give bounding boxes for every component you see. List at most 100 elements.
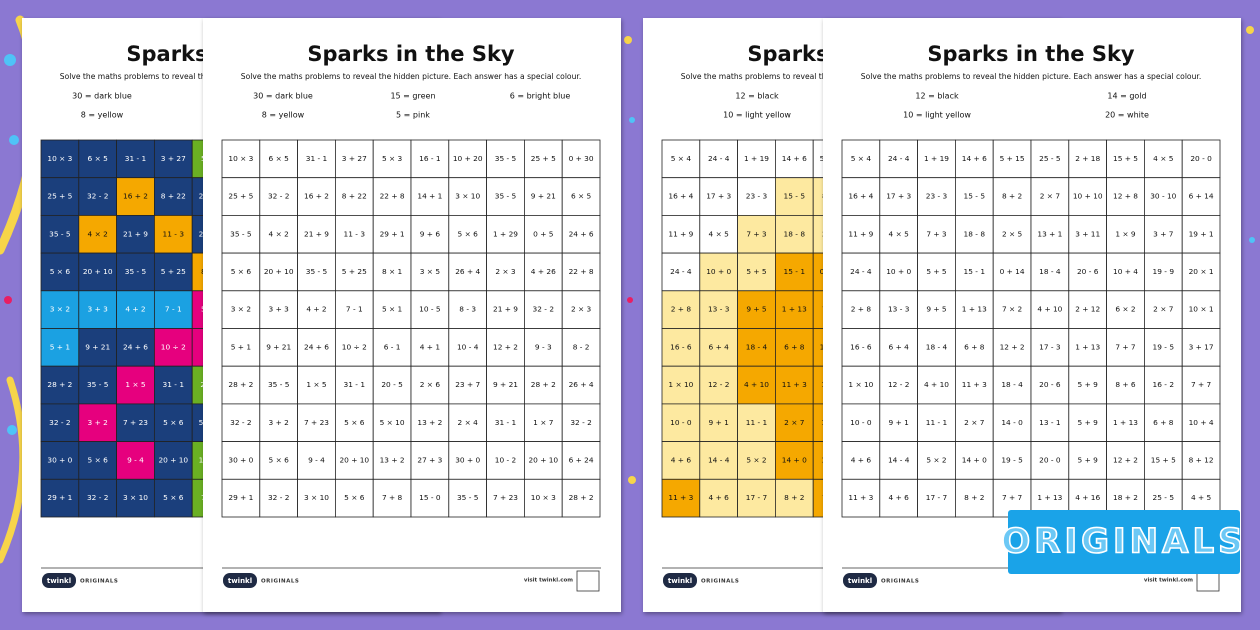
cell-sum: 13 + 2 <box>380 455 405 464</box>
grid-cell <box>561 403 601 442</box>
colour-key: 10 = light yellow <box>723 111 791 120</box>
series-text: ORIGINALS <box>881 579 919 585</box>
cell-sum: 28 + 2 <box>228 380 253 389</box>
cell-sum: 19 - 5 <box>1001 455 1023 464</box>
cell-sum: 6 + 8 <box>784 342 805 351</box>
grid-cell <box>297 290 336 329</box>
cell-sum: 1 + 19 <box>924 154 949 163</box>
cell-sum: 9 + 5 <box>926 305 947 314</box>
cell-sum: 10 + 20 <box>453 154 483 163</box>
sheet-title: Sparks in the Sky <box>927 42 1135 66</box>
cell-sum: 14 - 0 <box>1001 418 1023 427</box>
cell-sum: 5 × 10 <box>380 418 405 427</box>
cell-sum: 5 + 25 <box>161 267 186 276</box>
grid-cell <box>40 177 80 216</box>
cell-sum: 10 × 3 <box>228 154 253 163</box>
cell-sum: 31 - 1 <box>306 154 328 163</box>
cell-sum: 13 - 3 <box>708 305 730 314</box>
cell-sum: 25 + 5 <box>531 154 556 163</box>
cell-sum: 5 × 4 <box>851 154 872 163</box>
grid-cell <box>486 252 525 292</box>
cell-sum: 32 - 2 <box>87 493 108 502</box>
grid-cell <box>879 177 918 216</box>
grid-cell <box>410 328 450 367</box>
cell-sum: 9 + 1 <box>709 418 730 427</box>
cell-sum: 27 + 3 <box>417 455 442 464</box>
grid-cell <box>1144 177 1183 216</box>
grid-cell <box>955 328 994 367</box>
cell-sum: 3 + 11 <box>1075 229 1100 238</box>
cell-sum: 11 + 9 <box>848 229 873 238</box>
cell-sum: 35 - 5 <box>457 493 479 502</box>
grid-cell <box>297 478 336 518</box>
cell-sum: 5 + 1 <box>231 342 252 351</box>
cell-sum: 17 - 7 <box>926 493 948 502</box>
cell-sum: 12 + 2 <box>493 342 518 351</box>
cell-sum: 30 + 0 <box>47 455 72 464</box>
grid-cell <box>561 214 601 254</box>
colour-key: 8 = yellow <box>262 111 305 120</box>
grid-cell <box>955 478 994 518</box>
cell-sum: 4 + 1 <box>420 342 441 351</box>
cell-sum: 7 + 23 <box>304 418 329 427</box>
cell-sum: 2 + 8 <box>851 305 872 314</box>
cell-sum: 6 - 1 <box>384 342 401 351</box>
cell-sum: 1 + 19 <box>744 154 769 163</box>
cell-sum: 4 + 10 <box>744 380 769 389</box>
grid-cell <box>1106 328 1145 367</box>
cell-sum: 4 + 26 <box>531 267 556 276</box>
cell-sum: 9 - 3 <box>535 342 552 351</box>
grid-cell <box>879 252 918 292</box>
cell-sum: 16 + 2 <box>304 192 329 201</box>
grid-cell <box>221 177 261 216</box>
cell-sum: 9 - 4 <box>308 455 325 464</box>
cell-sum: 4 + 5 <box>1191 493 1212 502</box>
grid-cell <box>221 328 261 367</box>
cell-sum: 11 + 9 <box>668 229 693 238</box>
grid-cell <box>1030 441 1070 480</box>
logo <box>42 573 76 588</box>
cell-sum: 5 × 6 <box>231 267 252 276</box>
grid-cell <box>1181 252 1221 292</box>
grid-cell <box>661 478 701 518</box>
cell-sum: 8 + 2 <box>1002 192 1022 201</box>
cell-sum: 32 - 2 <box>268 192 289 201</box>
cell-sum: 21 + 9 <box>123 229 148 238</box>
grid-cell <box>775 252 814 292</box>
cell-sum: 6 + 4 <box>709 342 730 351</box>
cell-sum: 31 - 1 <box>344 380 366 389</box>
cell-sum: 2 × 5 <box>1002 229 1023 238</box>
cell-sum: 13 - 1 <box>1039 418 1061 427</box>
grid-cell <box>486 290 525 329</box>
cell-sum: 6 × 5 <box>88 154 109 163</box>
grid-cell <box>116 252 155 292</box>
cell-sum: 2 × 7 <box>964 418 985 427</box>
cell-sum: 25 + 5 <box>47 192 72 201</box>
grid-cell <box>410 214 450 254</box>
cell-sum: 15 - 1 <box>964 267 986 276</box>
grid-cell <box>699 328 738 367</box>
cell-sum: 23 + 7 <box>455 380 480 389</box>
grid-cell <box>917 441 956 480</box>
grid-cell <box>1068 177 1108 216</box>
logo <box>223 573 257 588</box>
grid-cell <box>841 328 881 367</box>
cell-sum: 0 + 30 <box>569 154 594 163</box>
cell-sum: 11 + 3 <box>848 493 873 502</box>
grid-cell <box>1030 252 1070 292</box>
cell-sum: 5 + 5 <box>746 267 767 276</box>
logo-text: twinkl <box>668 577 692 585</box>
colour-key: 14 = gold <box>1107 92 1146 101</box>
grid-cell <box>661 214 701 254</box>
grid-cell <box>879 441 918 480</box>
cell-sum: 14 - 4 <box>888 455 910 464</box>
cell-sum: 12 + 2 <box>1113 455 1138 464</box>
cell-sum: 24 - 4 <box>888 154 910 163</box>
grid-cell <box>1181 403 1221 442</box>
cell-sum: 10 - 0 <box>670 418 692 427</box>
grid-cell <box>992 177 1032 216</box>
cell-sum: 25 - 5 <box>1039 154 1061 163</box>
cell-sum: 10 + 4 <box>1113 267 1138 276</box>
cell-sum: 14 + 6 <box>962 154 987 163</box>
cell-sum: 5 + 9 <box>1078 418 1099 427</box>
